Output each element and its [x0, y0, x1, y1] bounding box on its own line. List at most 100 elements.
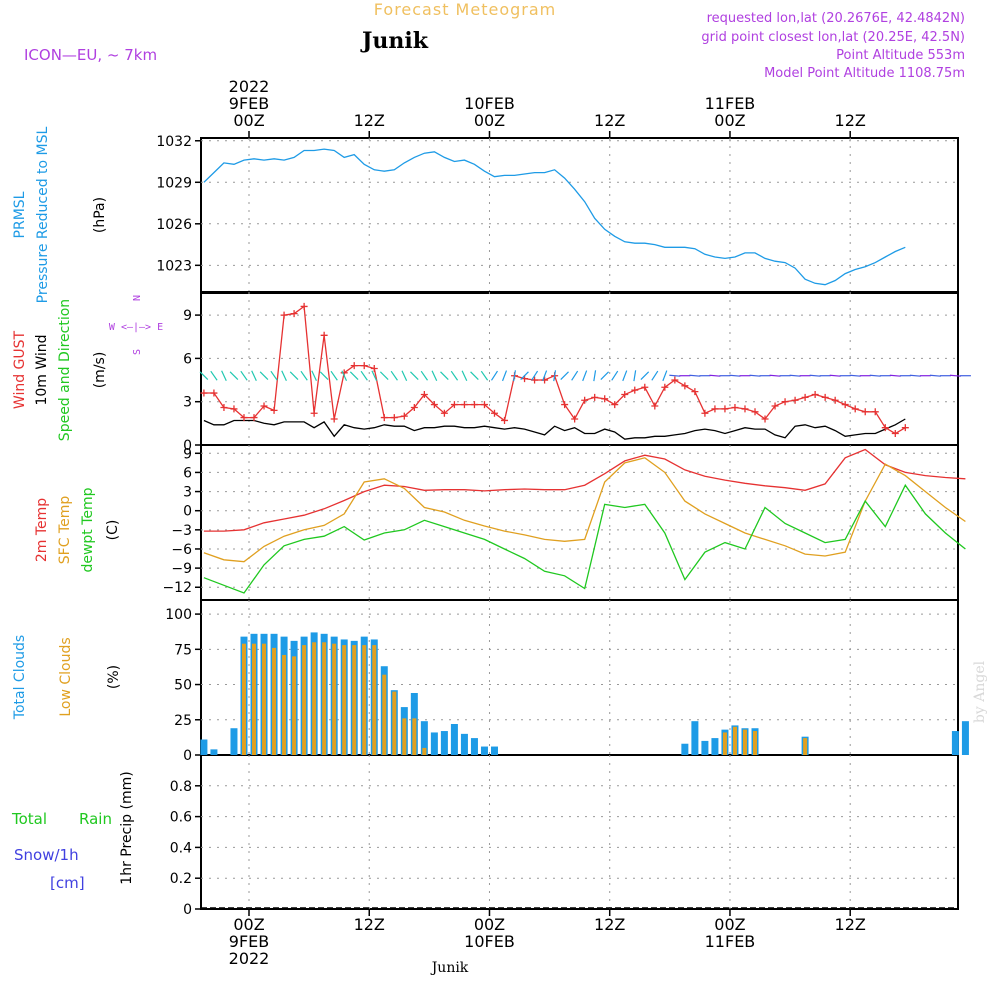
precip-snow-label: Snow/1h [14, 846, 79, 864]
gust-marker [741, 405, 749, 413]
gust-series [203, 305, 906, 435]
bottom-time-label: 00Z [714, 915, 745, 934]
gust-marker [811, 390, 819, 398]
low-cloud-bar [422, 747, 427, 755]
chart-title: Forecast Meteogram [374, 0, 556, 19]
wind-direction-arrow [319, 371, 329, 381]
top-time-label: 00Z [474, 111, 505, 130]
wind-direction-arrow [289, 371, 299, 381]
gust-marker [450, 401, 458, 409]
wind-direction-arrow [531, 370, 539, 381]
wind-direction-arrow [341, 370, 348, 381]
wind-direction-arrow [401, 370, 408, 381]
ytick-label-precip: 0.8 [170, 779, 192, 795]
total-cloud-bar [711, 738, 719, 755]
ytick-label-clouds: 0 [183, 748, 192, 764]
wind-direction-arrow [199, 371, 209, 381]
pressure-unit: (hPa) [92, 197, 108, 233]
panel-frame-pressure [200, 137, 959, 294]
wind-direction-arrow [633, 370, 637, 382]
gust-marker [330, 415, 338, 423]
ytick-label-clouds: 25 [174, 713, 192, 729]
total-cloud-bar [701, 740, 709, 755]
sfc-label: SFC Temp [57, 496, 73, 565]
ytick-label-wind: 9 [183, 308, 192, 324]
wind-direction-arrow [729, 374, 741, 377]
wind-direction-arrow [440, 371, 449, 381]
wind-direction-arrow [450, 370, 459, 381]
gust-marker [591, 393, 599, 401]
precip-labels: Total Rain Snow/1h [cm] 1hr Precip (mm) [11, 771, 135, 892]
gust-marker [250, 414, 258, 422]
precip-total-label: Total [11, 810, 47, 828]
gust-marker [841, 401, 849, 409]
compass-s: S [132, 349, 143, 355]
wind-direction-arrow [300, 370, 308, 381]
gust-marker [771, 402, 779, 410]
gust-marker [290, 310, 298, 318]
wind-direction-arrow [360, 370, 368, 381]
info-gridpoint: grid point closest lon,lat (20.25E, 42.5… [701, 30, 965, 45]
location-title: Junik [360, 28, 429, 54]
wind-direction-arrow [593, 370, 597, 382]
ytick-label-clouds: 100 [165, 607, 192, 623]
gust-marker [851, 405, 859, 413]
low-cloud-bar [803, 738, 808, 755]
wind-direction-arrow [210, 370, 218, 381]
gust-marker [420, 390, 428, 398]
gust-marker [781, 398, 789, 406]
top-time-label: 9FEB [229, 94, 269, 113]
gust-marker [901, 424, 909, 432]
low-cloud-bar [342, 645, 347, 755]
gust-marker [621, 390, 629, 398]
low-cloud-bar [732, 726, 737, 755]
low-cloud-bar [302, 645, 307, 755]
total-cloud-bar [450, 724, 458, 755]
ytick-label-temperature: 3 [183, 485, 192, 501]
gust-marker [701, 409, 709, 417]
gust-marker [280, 311, 288, 319]
total-cloud-bar [470, 738, 478, 755]
ytick-label-temperature: −6 [171, 542, 192, 558]
wind-direction-arrow [689, 374, 701, 377]
bottom-time-label: 2022 [229, 949, 270, 968]
gust-marker [671, 376, 679, 384]
gust-marker [861, 408, 869, 416]
wind-direction-arrow [379, 371, 389, 381]
gust-marker [691, 388, 699, 396]
total-cloud-bar [210, 749, 218, 755]
gust-marker [350, 362, 358, 370]
bottom-time-label: 10FEB [464, 932, 515, 951]
gust-marker [561, 401, 569, 409]
ytick-label-clouds: 75 [174, 642, 192, 658]
ytick-label-precip: 0 [183, 902, 192, 918]
clouds-unit: (%) [106, 665, 122, 689]
wind-direction-arrow [789, 374, 801, 377]
wind-direction-arrow [490, 370, 498, 381]
temp-unit: (C) [105, 520, 121, 541]
wind-dir-label: Speed and Direction [57, 299, 73, 441]
wind-direction-arrow [542, 370, 548, 382]
wind-direction-arrow [662, 370, 668, 382]
total-cloud-bar [230, 728, 238, 755]
total-cloud-bar [951, 731, 959, 755]
gust-marker [571, 415, 579, 423]
pressure-series [203, 148, 906, 286]
gust-marker [831, 396, 839, 404]
gust-marker [641, 383, 649, 391]
gust-marker [380, 414, 388, 422]
sfc-temp-series [203, 457, 966, 563]
wind-direction-arrow [520, 371, 529, 381]
wind-direction-arrow [553, 370, 557, 382]
wind-direction-arrow [651, 370, 659, 381]
gust-marker [871, 408, 879, 416]
gust-marker [300, 302, 308, 310]
wind-direction-arrow [240, 370, 248, 381]
gust-marker [360, 362, 368, 370]
total-cloud-bar [480, 746, 488, 755]
precip-rain-label: Rain [79, 810, 112, 828]
gust-marker [501, 416, 509, 424]
wind-direction-arrow [909, 374, 921, 377]
gust-marker [310, 409, 318, 417]
